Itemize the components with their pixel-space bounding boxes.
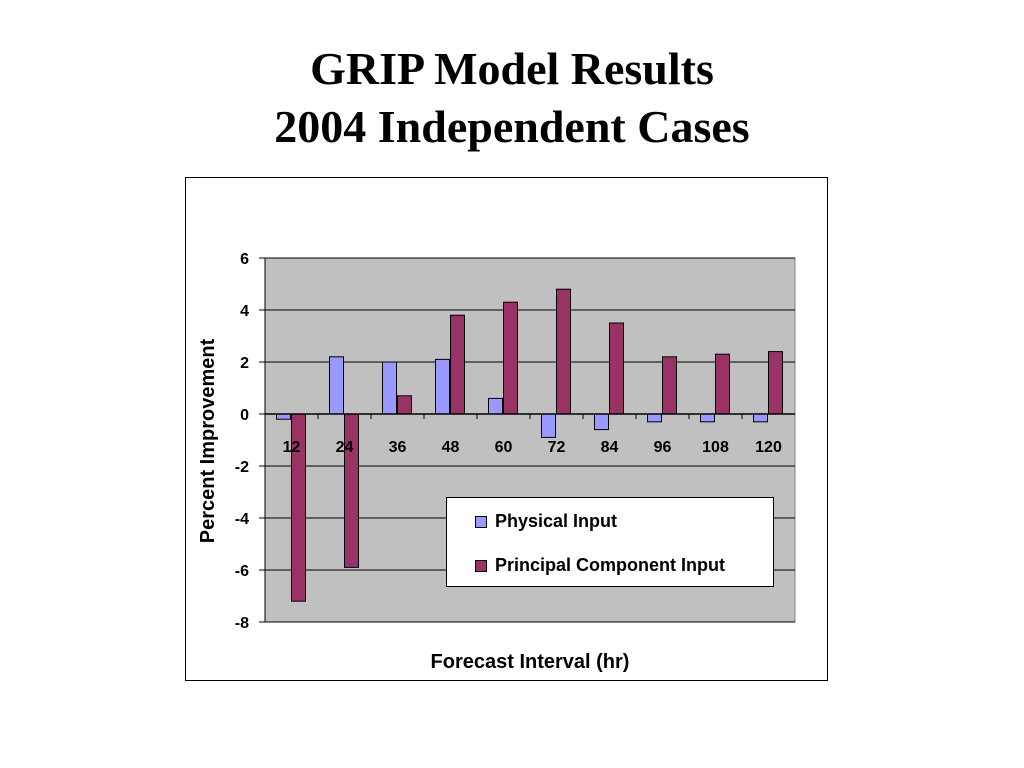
x-tick-label: 24 (336, 439, 354, 456)
y-axis-title: Percent Improvement (197, 338, 219, 543)
bar-physical-input-96 (647, 413, 662, 423)
bar-physical-input-72 (541, 413, 556, 438)
x-tick-label: 120 (755, 439, 782, 456)
y-tick-label: -2 (235, 459, 249, 476)
slide-title-line-2: 2004 Independent Cases (274, 101, 750, 152)
x-tick-label: 60 (495, 439, 513, 456)
bar-physical-input-36 (382, 361, 397, 415)
bar-principal-component-input-36 (397, 395, 412, 415)
bar-principal-component-input-108 (715, 353, 730, 415)
legend-item-principal-component-input: Principal Component Input (475, 555, 725, 576)
y-tick-label: 2 (240, 355, 249, 372)
legend-item-physical-input: Physical Input (475, 511, 617, 532)
bar-physical-input-12 (276, 413, 291, 420)
bar-principal-component-input-60 (503, 301, 518, 415)
x-tick-label: 48 (442, 439, 460, 456)
bar-physical-input-108 (700, 413, 715, 423)
y-tick-label: -8 (235, 615, 249, 632)
y-tick-label: 6 (240, 251, 249, 268)
y-tick-label: 4 (240, 303, 249, 320)
x-tick-label: 72 (548, 439, 566, 456)
x-tick-label: 108 (702, 439, 729, 456)
bar-physical-input-84 (594, 413, 609, 431)
legend-swatch-physical-input (475, 515, 487, 528)
legend-label-principal-component-input: Principal Component Input (495, 555, 725, 575)
bar-physical-input-24 (329, 356, 344, 415)
x-tick-label: 84 (601, 439, 619, 456)
bar-physical-input-60 (488, 397, 503, 415)
x-tick-label: 12 (283, 439, 301, 456)
bar-principal-component-input-72 (556, 288, 571, 415)
x-tick-label: 36 (389, 439, 407, 456)
y-tick-label: -6 (235, 563, 249, 580)
bar-principal-component-input-48 (450, 314, 465, 415)
bar-physical-input-120 (753, 413, 768, 423)
bar-principal-component-input-120 (768, 351, 783, 415)
y-tick-label: -4 (235, 511, 249, 528)
x-tick-label: 96 (654, 439, 672, 456)
chart-legend: Physical Input Principal Component Input (446, 497, 774, 587)
slide-title: GRIP Model Results 2004 Independent Case… (0, 40, 1024, 156)
bar-principal-component-input-24 (344, 413, 359, 568)
legend-label-physical-input: Physical Input (495, 511, 618, 531)
bar-principal-component-input-96 (662, 356, 677, 415)
bar-principal-component-input-84 (609, 322, 624, 415)
bar-physical-input-48 (435, 358, 450, 415)
x-axis-title: Forecast Interval (hr) (431, 651, 630, 673)
legend-swatch-principal-component-input (475, 559, 487, 572)
y-tick-label: 0 (240, 407, 249, 424)
slide-title-line-1: GRIP Model Results (310, 43, 714, 94)
